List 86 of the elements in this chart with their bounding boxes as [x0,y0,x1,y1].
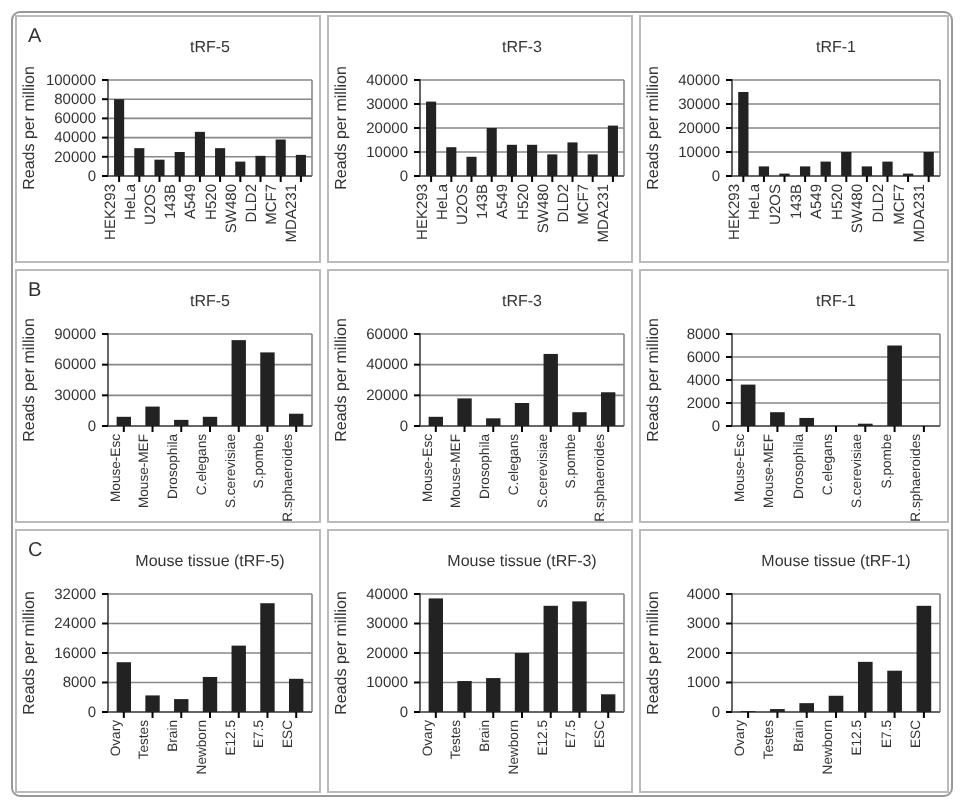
bar [202,676,218,712]
bar [457,681,472,712]
bar [882,161,893,176]
y-axis-title: Reads per million [332,591,350,715]
bar [446,147,457,176]
bar [527,144,538,176]
y-axis-title: Reads per million [644,318,662,442]
bar [174,419,189,426]
y-axis-title: Reads per million [332,318,350,442]
bar [145,406,160,426]
bar [887,670,902,712]
bar [295,154,306,176]
bar [255,155,266,176]
bar [235,161,246,176]
bar [506,144,517,176]
bar [923,152,934,176]
bar [260,352,275,426]
bar [145,695,160,712]
bar [486,128,497,176]
bar [601,694,616,712]
text: B [28,280,42,302]
bar [466,156,477,176]
bar [547,154,558,176]
bar [194,131,205,176]
bar [770,412,785,426]
bar [154,159,165,176]
y-axis-title: Reads per million [20,318,38,442]
bar [572,601,587,712]
bar [587,154,598,176]
bar [202,416,218,426]
text: C [28,540,43,562]
y-axis-title: Reads per million [644,591,662,715]
chart-title: Mouse tissue (tRF-5) [135,552,286,570]
y-axis-title: Reads per million [332,66,350,190]
chart-title: tRF-1 [816,38,858,56]
bar [116,416,131,426]
chart-title: Mouse tissue (tRF-3) [447,552,598,570]
bar [572,412,587,426]
bar [887,345,902,426]
bar [457,398,472,426]
bar [543,605,558,712]
bar [820,161,831,176]
bar [289,413,304,426]
bar [116,662,131,712]
bar [543,353,558,426]
bar [738,92,749,176]
bar [828,695,844,712]
bar [916,605,932,712]
chart-title: tRF-5 [190,292,232,310]
chart-title: tRF-5 [190,38,232,56]
bar [601,392,616,426]
bar [231,340,246,426]
bar [841,152,852,176]
bar [567,142,578,176]
bar [740,384,756,426]
chart-title: Mouse tissue (tRF-1) [761,552,912,570]
bar [289,678,304,712]
bar [428,416,443,426]
bar [260,603,275,712]
chart-title: tRF-3 [502,38,544,56]
bar [114,99,125,176]
bar [134,148,145,176]
y-axis-title: Reads per million [20,591,38,715]
bar [174,699,189,712]
bar [799,417,815,426]
bar [799,703,815,712]
y-axis-title: Reads per million [20,66,38,190]
chart-title: tRF-3 [502,292,544,310]
chart-title: tRF-1 [816,292,858,310]
bar [758,166,770,176]
bar [607,125,618,176]
bar [514,653,530,712]
bar [215,148,226,176]
bar [861,166,873,176]
y-axis-title: Reads per million [644,66,662,190]
bar [231,645,246,712]
bar [275,139,286,176]
bar [857,661,873,712]
bar [428,598,443,712]
text: A [28,26,42,48]
bar [514,403,530,426]
bar [174,152,185,176]
bar [426,101,437,176]
bar [799,166,811,176]
bar [486,678,501,712]
bar [486,418,501,426]
